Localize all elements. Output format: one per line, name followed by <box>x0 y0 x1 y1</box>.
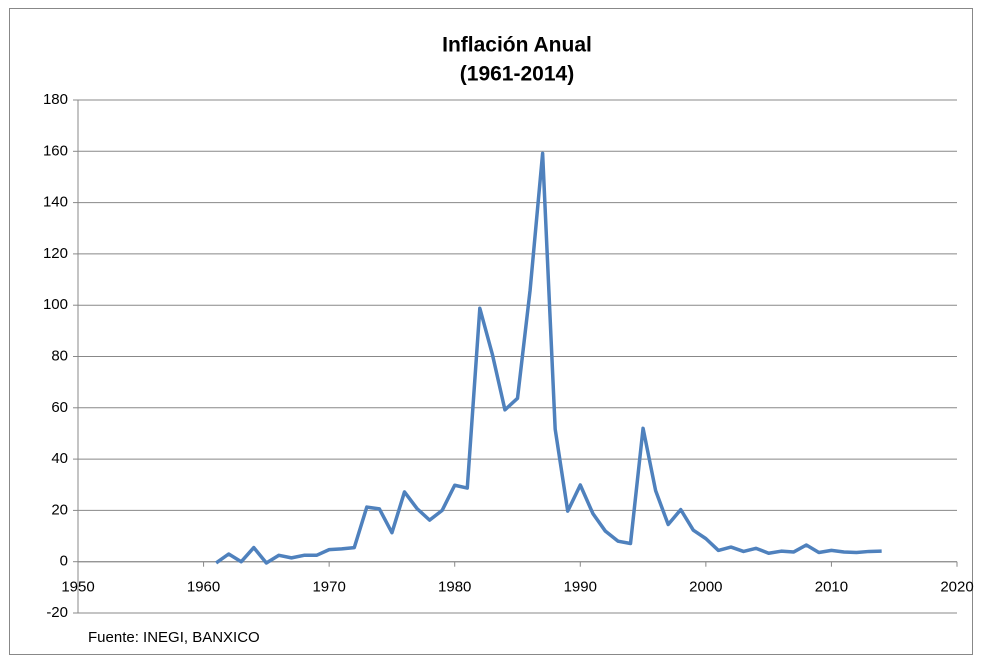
source-note: Fuente: INEGI, BANXICO <box>88 629 260 646</box>
data-line <box>215 151 882 565</box>
y-tick-label: 60 <box>51 399 68 416</box>
x-tick-label: 1950 <box>61 579 94 596</box>
x-tick-label: 2020 <box>940 579 973 596</box>
y-tick-label: 140 <box>43 194 68 211</box>
x-tick-label: 2010 <box>815 579 848 596</box>
y-tick-label: 80 <box>51 347 68 364</box>
x-tick-label: 1990 <box>564 579 597 596</box>
chart-title: Inflación Anual <box>442 34 592 57</box>
y-tick-label: -20 <box>46 604 68 621</box>
x-tick-label: 1980 <box>438 579 471 596</box>
x-tick-label: 1970 <box>312 579 345 596</box>
y-tick-label: 160 <box>43 142 68 159</box>
x-tick-label: 2000 <box>689 579 722 596</box>
y-tick-label: 120 <box>43 245 68 262</box>
y-tick-label: 180 <box>43 91 68 108</box>
y-tick-label: 0 <box>60 553 68 570</box>
chart-border <box>9 8 973 655</box>
y-tick-label: 20 <box>51 501 68 518</box>
y-tick-label: 40 <box>51 450 68 467</box>
x-tick-label: 1960 <box>187 579 220 596</box>
chart-subtitle: (1961-2014) <box>460 63 574 86</box>
y-tick-label: 100 <box>43 296 68 313</box>
